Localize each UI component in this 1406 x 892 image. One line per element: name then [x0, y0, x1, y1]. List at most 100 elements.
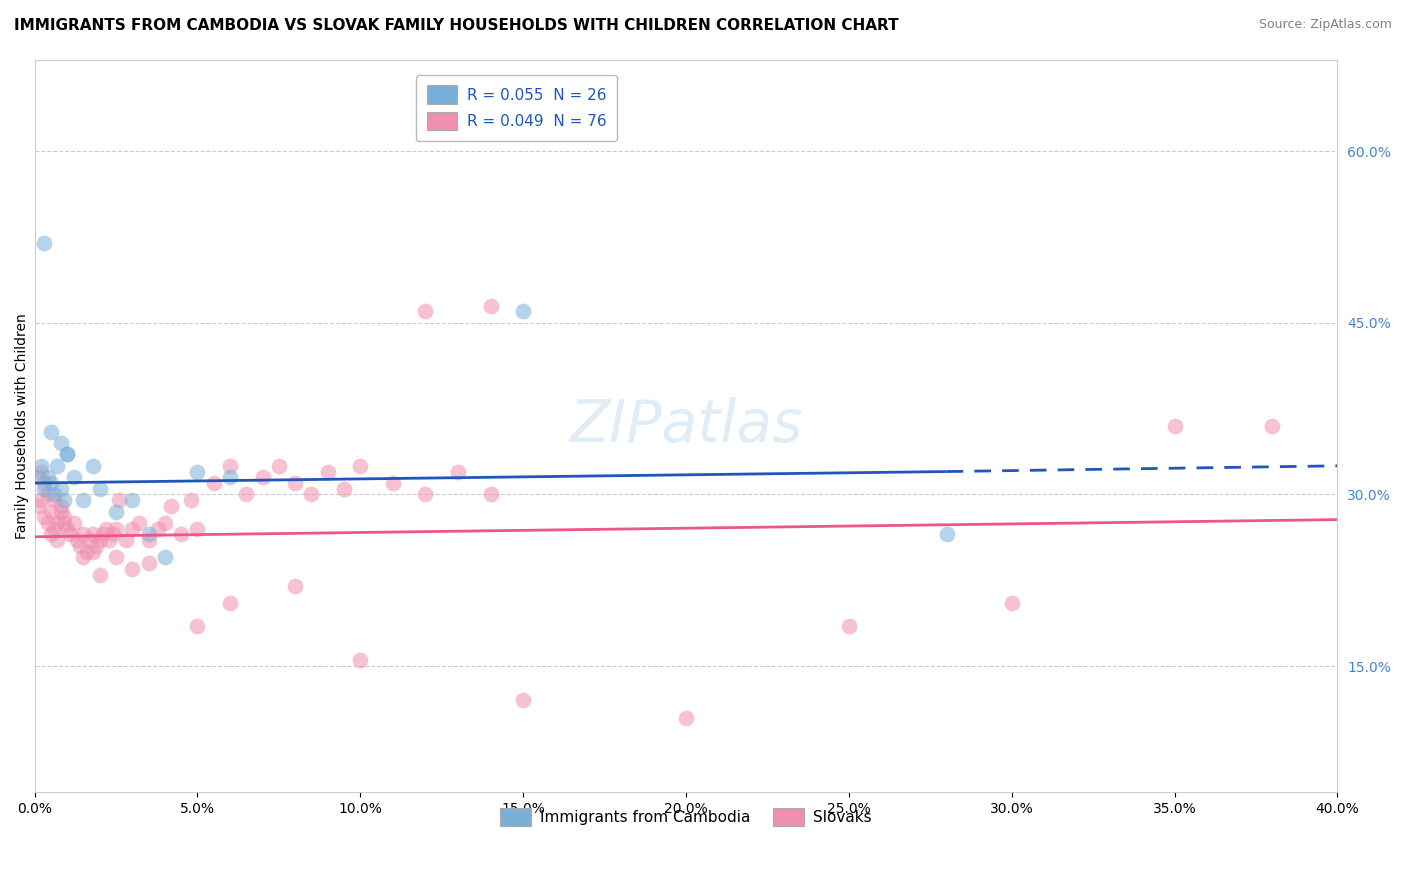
- Point: [128, 516, 150, 530]
- Point: [415, 487, 437, 501]
- Point: [56, 447, 79, 461]
- Point: [333, 482, 356, 496]
- Point: [114, 533, 136, 548]
- Point: [59, 527, 82, 541]
- Point: [46, 516, 69, 530]
- Point: [37, 516, 59, 530]
- Point: [49, 505, 72, 519]
- Point: [96, 522, 118, 536]
- Point: [1163, 418, 1185, 433]
- Point: [219, 458, 242, 473]
- Point: [186, 619, 208, 633]
- Point: [34, 235, 56, 250]
- Point: [39, 425, 62, 439]
- Point: [39, 505, 62, 519]
- Point: [62, 516, 84, 530]
- Point: [27, 470, 49, 484]
- Point: [52, 516, 75, 530]
- Point: [89, 567, 111, 582]
- Point: [675, 710, 697, 724]
- Point: [56, 522, 79, 536]
- Point: [89, 482, 111, 496]
- Point: [72, 493, 94, 508]
- Point: [46, 458, 69, 473]
- Point: [148, 522, 170, 536]
- Point: [160, 499, 183, 513]
- Point: [381, 475, 404, 490]
- Point: [42, 493, 65, 508]
- Point: [49, 436, 72, 450]
- Point: [838, 619, 860, 633]
- Point: [186, 465, 208, 479]
- Point: [37, 470, 59, 484]
- Point: [42, 522, 65, 536]
- Point: [86, 539, 108, 553]
- Point: [1261, 418, 1284, 433]
- Point: [935, 527, 957, 541]
- Point: [138, 527, 160, 541]
- Text: IMMIGRANTS FROM CAMBODIA VS SLOVAK FAMILY HOUSEHOLDS WITH CHILDREN CORRELATION C: IMMIGRANTS FROM CAMBODIA VS SLOVAK FAMIL…: [14, 18, 898, 33]
- Point: [108, 493, 131, 508]
- Point: [284, 579, 307, 593]
- Point: [30, 493, 52, 508]
- Point: [121, 522, 143, 536]
- Point: [79, 533, 101, 548]
- Point: [138, 533, 160, 548]
- Point: [349, 458, 371, 473]
- Point: [299, 487, 322, 501]
- Point: [170, 527, 193, 541]
- Point: [42, 487, 65, 501]
- Point: [316, 465, 339, 479]
- Point: [138, 556, 160, 570]
- Point: [39, 475, 62, 490]
- Point: [34, 510, 56, 524]
- Point: [104, 505, 127, 519]
- Point: [89, 533, 111, 548]
- Point: [121, 562, 143, 576]
- Y-axis label: Family Households with Children: Family Households with Children: [15, 313, 30, 539]
- Point: [66, 533, 89, 548]
- Point: [1001, 596, 1024, 610]
- Point: [52, 510, 75, 524]
- Point: [34, 482, 56, 496]
- Point: [284, 475, 307, 490]
- Point: [98, 533, 121, 548]
- Point: [30, 465, 52, 479]
- Point: [69, 539, 91, 553]
- Point: [34, 475, 56, 490]
- Point: [219, 596, 242, 610]
- Point: [235, 487, 257, 501]
- Point: [104, 522, 127, 536]
- Point: [512, 693, 534, 707]
- Point: [82, 544, 104, 558]
- Point: [37, 487, 59, 501]
- Point: [153, 516, 176, 530]
- Point: [202, 475, 225, 490]
- Point: [91, 527, 114, 541]
- Point: [62, 470, 84, 484]
- Point: [267, 458, 290, 473]
- Point: [349, 653, 371, 667]
- Point: [49, 499, 72, 513]
- Point: [49, 482, 72, 496]
- Point: [72, 527, 94, 541]
- Point: [121, 493, 143, 508]
- Point: [101, 527, 124, 541]
- Point: [72, 550, 94, 565]
- Point: [46, 533, 69, 548]
- Point: [39, 527, 62, 541]
- Point: [52, 493, 75, 508]
- Point: [76, 544, 98, 558]
- Point: [447, 465, 470, 479]
- Point: [30, 458, 52, 473]
- Point: [153, 550, 176, 565]
- Point: [415, 304, 437, 318]
- Point: [82, 527, 104, 541]
- Point: [56, 447, 79, 461]
- Legend: Immigrants from Cambodia, Slovaks: Immigrants from Cambodia, Slovaks: [491, 798, 880, 836]
- Point: [252, 470, 274, 484]
- Point: [186, 522, 208, 536]
- Point: [512, 304, 534, 318]
- Point: [82, 458, 104, 473]
- Point: [219, 470, 242, 484]
